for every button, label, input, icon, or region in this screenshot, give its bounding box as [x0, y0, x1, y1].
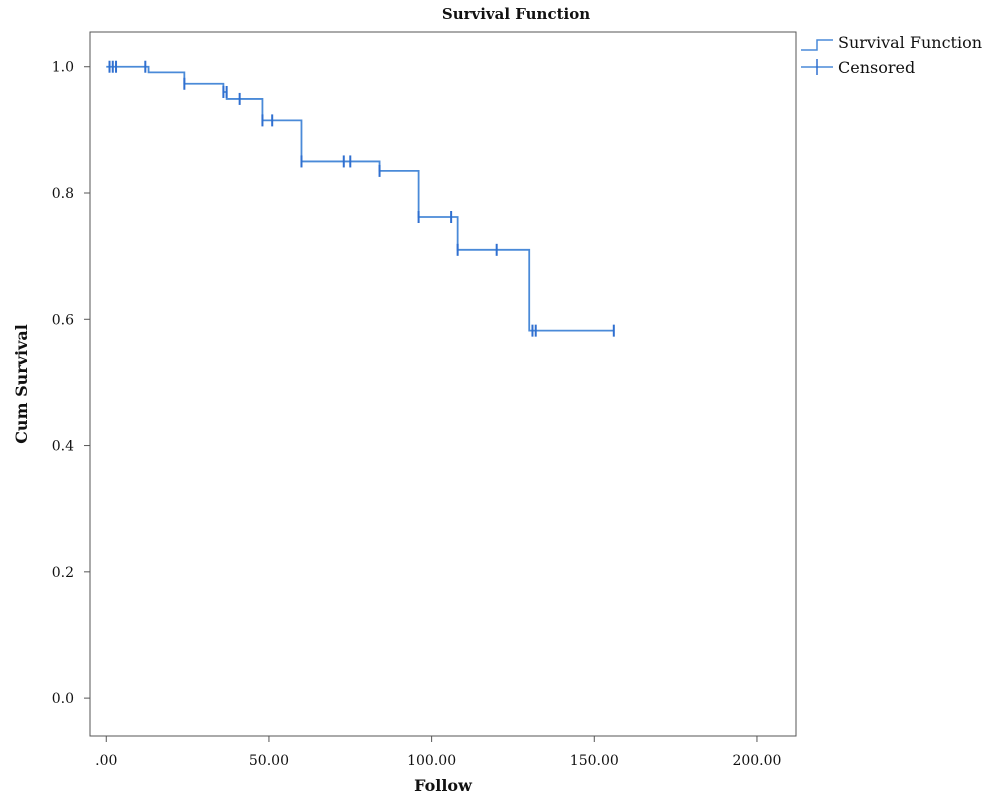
x-tick-label: 200.00	[732, 753, 781, 769]
y-axis-label: Cum Survival	[12, 324, 31, 444]
legend-step-swatch	[801, 39, 833, 51]
y-tick-label: 0.4	[52, 439, 74, 455]
legend: Survival Function Censored	[801, 33, 982, 77]
x-tick-label: 150.00	[570, 753, 619, 769]
censored-series	[108, 60, 615, 337]
y-tick-label: 1.0	[52, 60, 74, 76]
y-tick-label: 0.2	[52, 565, 74, 581]
x-tick-label: .00	[95, 753, 117, 769]
y-tick-label: 0.8	[52, 186, 74, 202]
y-tick-label: 0.6	[52, 312, 74, 328]
axis-ticks: .00 50.00 100.00 150.00 200.00 0.0 0.2 0.4 0.6 0.…	[52, 60, 782, 769]
survival-step-line	[106, 65, 614, 332]
x-tick-label: 50.00	[249, 753, 289, 769]
x-axis-label: Follow	[414, 776, 473, 795]
y-tick-label: 0.0	[52, 691, 74, 707]
chart-title: Survival Function	[442, 5, 590, 23]
x-tick-label: 100.00	[407, 753, 456, 769]
survival-series	[106, 65, 614, 332]
plot-frame	[89, 31, 797, 737]
legend-item-censored: Censored	[838, 58, 915, 77]
legend-item-survival-function: Survival Function	[838, 33, 982, 52]
